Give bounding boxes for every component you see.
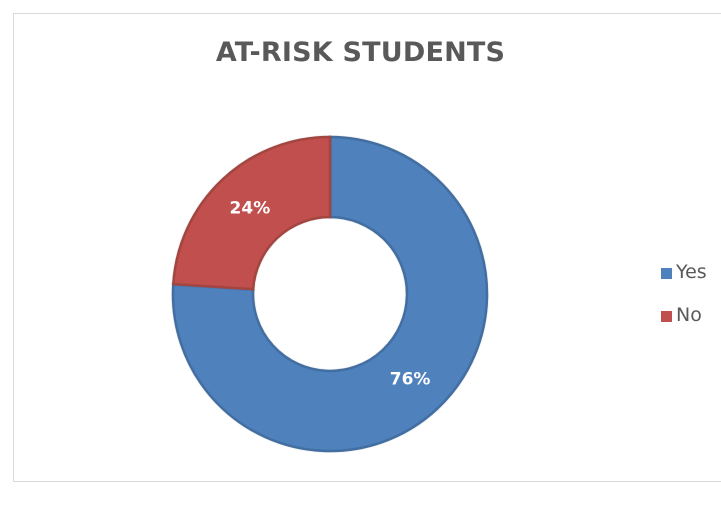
- legend-swatch-no: [661, 311, 672, 322]
- legend-label-yes: Yes: [676, 261, 707, 283]
- slice-no: [171, 135, 332, 291]
- data-label-yes: 76%: [390, 369, 431, 389]
- legend-label-no: No: [676, 304, 702, 326]
- legend-swatch-yes: [661, 268, 672, 279]
- slice-yes: [171, 135, 489, 453]
- chart-title: AT-RISK STUDENTS: [215, 37, 506, 68]
- data-label-no: 24%: [230, 199, 271, 219]
